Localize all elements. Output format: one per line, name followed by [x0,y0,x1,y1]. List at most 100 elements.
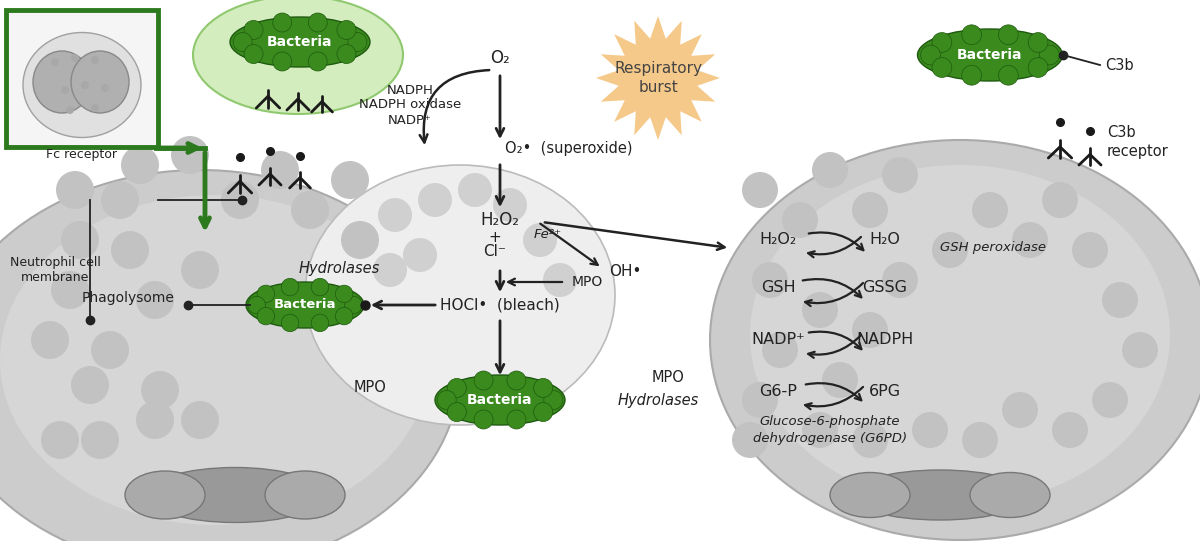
Circle shape [932,58,952,77]
Text: Neutrophil cell
membrane: Neutrophil cell membrane [10,256,101,284]
Circle shape [233,32,252,51]
Circle shape [458,173,492,207]
Ellipse shape [23,32,142,137]
Circle shape [244,44,263,63]
Circle shape [1052,412,1088,448]
Text: O₂•  (superoxide): O₂• (superoxide) [505,141,632,155]
Ellipse shape [71,51,130,113]
Circle shape [61,86,70,94]
Text: NADPH: NADPH [857,333,913,347]
Text: Glucose-6-phosphate
dehydrogenase (G6PD): Glucose-6-phosphate dehydrogenase (G6PD) [752,415,907,445]
Circle shape [262,151,299,189]
Circle shape [31,321,70,359]
Ellipse shape [34,51,91,113]
Text: +: + [488,230,502,246]
Text: HOCl•  (bleach): HOCl• (bleach) [440,298,560,313]
Ellipse shape [0,170,460,541]
Circle shape [308,13,328,32]
Circle shape [61,221,98,259]
Circle shape [41,421,79,459]
FancyArrowPatch shape [420,70,490,142]
Text: Bacteria: Bacteria [958,48,1022,62]
Text: Bacteria: Bacteria [274,299,336,312]
Circle shape [281,314,299,332]
Circle shape [257,285,275,302]
Ellipse shape [436,375,565,425]
Text: C3b
receptor: C3b receptor [1108,125,1169,159]
Circle shape [932,232,968,268]
Circle shape [1012,222,1048,258]
Circle shape [742,382,778,418]
Circle shape [822,362,858,398]
Text: 6PG: 6PG [869,385,901,399]
Circle shape [802,412,838,448]
Ellipse shape [145,467,325,523]
Circle shape [1028,58,1048,77]
Circle shape [542,263,577,297]
Circle shape [136,401,174,439]
Text: MPO: MPO [354,380,386,395]
Circle shape [1092,382,1128,418]
Circle shape [311,278,329,296]
Circle shape [1122,332,1158,368]
Circle shape [101,84,109,92]
Circle shape [1072,232,1108,268]
Text: H₂O: H₂O [870,233,900,247]
Ellipse shape [850,470,1030,520]
Circle shape [50,58,59,66]
Text: H₂O₂: H₂O₂ [760,233,797,247]
FancyBboxPatch shape [6,10,158,147]
Circle shape [121,146,158,184]
Circle shape [418,183,452,217]
Circle shape [272,52,292,71]
Text: Phagolysome: Phagolysome [82,291,174,305]
Circle shape [506,410,526,429]
Circle shape [337,44,356,63]
Ellipse shape [918,29,1062,81]
Circle shape [1039,45,1060,65]
Circle shape [998,25,1019,44]
Circle shape [506,371,526,390]
Ellipse shape [0,195,430,525]
Circle shape [66,106,74,114]
Text: O₂: O₂ [490,49,510,67]
Text: GSH peroxidase: GSH peroxidase [940,241,1046,254]
Circle shape [181,251,220,289]
Text: OH•: OH• [610,265,641,280]
Circle shape [882,157,918,193]
Circle shape [336,285,353,302]
Text: Bacteria: Bacteria [268,35,332,49]
Circle shape [742,172,778,208]
Circle shape [172,136,209,174]
Circle shape [112,231,149,269]
Ellipse shape [265,471,346,519]
Text: GSSG: GSSG [863,280,907,295]
Text: GSH: GSH [761,280,796,295]
Circle shape [493,188,527,222]
Circle shape [91,104,98,112]
Circle shape [311,314,329,332]
Circle shape [752,262,788,298]
Circle shape [244,21,263,39]
Circle shape [932,32,952,52]
Circle shape [534,403,553,421]
Circle shape [782,202,818,238]
Text: Respiratory
burst: Respiratory burst [614,61,702,95]
Text: NADPH
NADPH oxidase
NADP⁺: NADPH NADPH oxidase NADP⁺ [359,83,461,127]
Circle shape [882,262,918,298]
Circle shape [852,422,888,458]
Circle shape [1102,282,1138,318]
Text: Fe²⁺: Fe²⁺ [534,228,562,241]
Text: Bacteria: Bacteria [467,393,533,407]
Circle shape [341,221,379,259]
Circle shape [912,412,948,448]
Circle shape [920,45,941,65]
Circle shape [336,307,353,325]
Text: NADP⁺: NADP⁺ [751,333,805,347]
Circle shape [961,65,982,85]
Circle shape [812,152,848,188]
Circle shape [544,391,563,410]
Circle shape [373,253,407,287]
Circle shape [474,410,493,429]
Circle shape [852,192,888,228]
